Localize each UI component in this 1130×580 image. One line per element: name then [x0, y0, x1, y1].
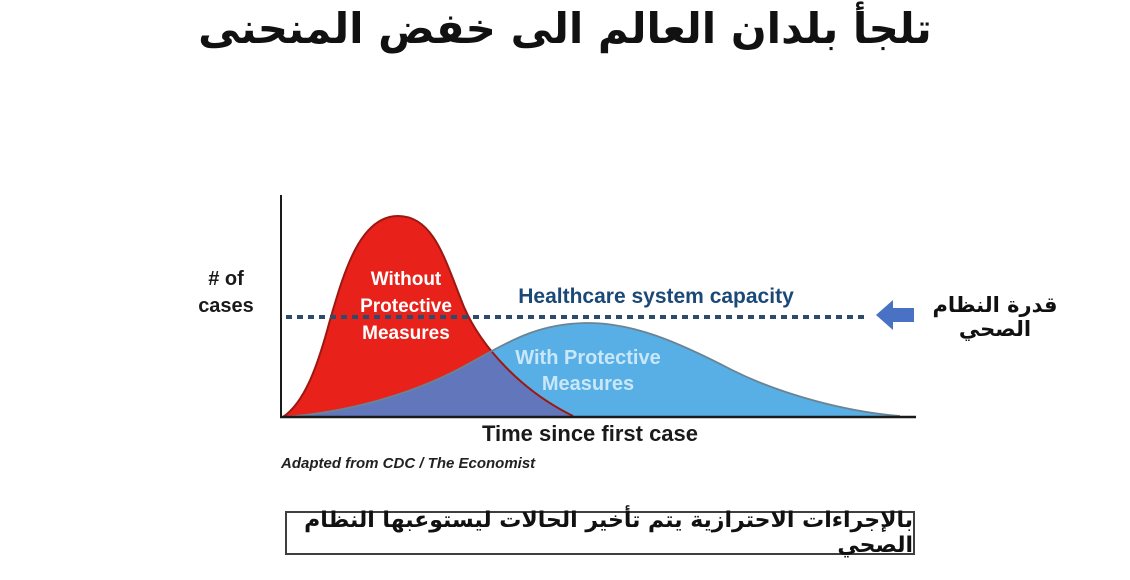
left-arrow-icon — [876, 300, 914, 330]
red-curve-outline — [282, 214, 574, 418]
with-measures-label: With Protective Measures — [515, 347, 661, 395]
capacity-line-label: Healthcare system capacity — [518, 285, 794, 308]
blue-curve-outline — [283, 322, 901, 418]
flatten-curve-chart — [280, 195, 916, 419]
attribution-note: Adapted from CDC / The Economist — [281, 455, 536, 472]
x-axis-label: Time since first case — [481, 421, 699, 446]
footer-note-box: بالإجراءات الاحترازية يتم تأخير الحالات … — [285, 508, 915, 558]
capacity-label-arabic: قدرة النظام الصحي — [932, 293, 1058, 341]
y-axis-label: # of cases — [198, 268, 254, 317]
footer-note-text: بالإجراءات الاحترازية يتم تأخير الحالات … — [304, 508, 913, 558]
without-measures-label: Without Protective Measures — [360, 269, 452, 344]
slide-title: تلجأ بلدان العالم الى خفض المنحنى — [198, 4, 932, 53]
